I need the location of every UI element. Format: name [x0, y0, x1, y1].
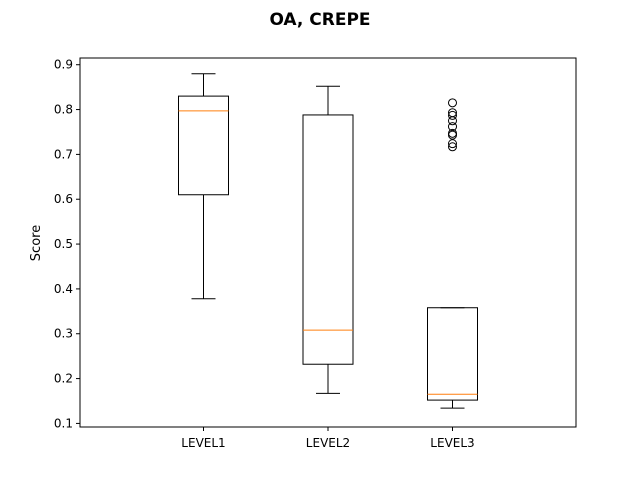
outlier-point [448, 128, 457, 138]
outlier-point [448, 98, 457, 108]
x-tick-label: LEVEL3 [430, 436, 474, 450]
outlier-point [448, 122, 457, 132]
y-tick-label: 0.9 [54, 58, 73, 72]
box-series [178, 73, 478, 409]
outlier-point [448, 130, 457, 140]
chart-title: OA, CREPE [269, 10, 370, 30]
outlier-point [448, 110, 457, 120]
y-axis-label: Score [29, 225, 44, 261]
y-tick-label: 0.6 [54, 192, 73, 206]
y-tick-label: 0.2 [54, 372, 73, 386]
y-tick-label: 0.8 [54, 103, 73, 117]
outlier-point [448, 142, 457, 152]
y-tick-label: 0.7 [54, 147, 73, 161]
interquartile-box [427, 307, 478, 401]
box-level2 [302, 85, 354, 394]
box-level3 [427, 98, 478, 409]
outlier-point [448, 108, 457, 118]
y-tick-label: 0.4 [54, 282, 73, 296]
outlier-point [448, 139, 457, 149]
interquartile-box [178, 95, 229, 196]
y-tick-label: 0.5 [54, 237, 73, 251]
interquartile-box [302, 114, 354, 365]
y-tick-label: 0.1 [54, 416, 73, 430]
plot-area-frame [79, 57, 577, 428]
y-tick-label: 0.3 [54, 327, 73, 341]
x-tick-label: LEVEL2 [306, 436, 350, 450]
box-level1 [178, 73, 229, 300]
y-axis: 0.1 0.2 0.3 0.4 0.5 0.6 0.7 0.8 0.9 [54, 58, 80, 430]
x-tick-label: LEVEL1 [181, 436, 225, 450]
x-axis: LEVEL1 LEVEL2 LEVEL3 [181, 427, 475, 450]
